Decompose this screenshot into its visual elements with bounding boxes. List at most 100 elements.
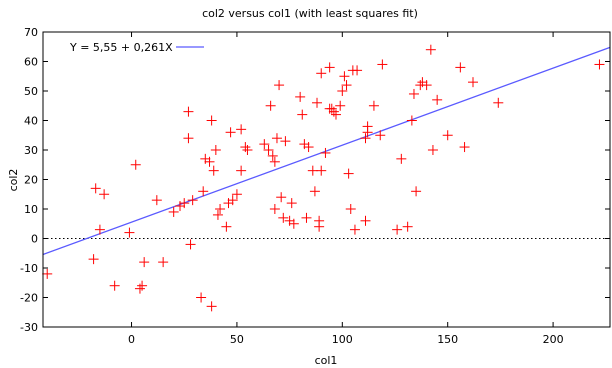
data-point <box>223 198 234 209</box>
data-point <box>349 224 360 235</box>
data-point <box>392 224 403 235</box>
data-point <box>151 195 162 206</box>
y-tick-label: -30 <box>20 321 38 334</box>
data-point <box>493 97 504 108</box>
y-tick-label: 30 <box>24 144 38 157</box>
data-point <box>326 103 337 114</box>
data-point <box>137 280 148 291</box>
data-point <box>240 142 251 153</box>
data-point <box>337 86 348 96</box>
data-point <box>139 257 150 268</box>
data-point <box>316 165 327 176</box>
data-point <box>267 150 278 161</box>
data-point <box>88 254 99 265</box>
data-point <box>303 142 314 153</box>
x-tick-label: 200 <box>543 333 564 346</box>
x-axis-label: col1 <box>315 354 338 367</box>
data-point <box>432 94 443 105</box>
data-point <box>206 115 217 126</box>
data-point <box>225 127 236 138</box>
data-point <box>212 209 223 220</box>
data-point <box>221 221 232 232</box>
data-point <box>130 159 141 170</box>
data-point <box>307 165 318 176</box>
data-point <box>183 133 194 144</box>
data-point <box>288 218 299 229</box>
data-point <box>309 186 320 197</box>
data-point <box>265 100 276 111</box>
x-tick-label: 100 <box>332 333 353 346</box>
data-point <box>276 192 287 203</box>
data-point <box>134 283 145 294</box>
data-point <box>297 109 308 120</box>
data-point <box>269 156 280 167</box>
data-point <box>280 136 291 147</box>
plot-area <box>42 44 611 312</box>
data-point <box>259 139 270 150</box>
data-point <box>594 59 605 70</box>
data-point <box>204 156 215 167</box>
data-point <box>185 239 196 250</box>
data-point <box>124 227 135 238</box>
data-point <box>316 68 327 79</box>
data-point <box>236 124 247 135</box>
data-point <box>411 186 422 197</box>
data-point <box>286 198 297 209</box>
data-point <box>179 198 190 209</box>
data-point <box>360 133 371 144</box>
chart-title: col2 versus col1 (with least squares fit… <box>202 7 418 20</box>
data-point <box>263 145 274 155</box>
data-point <box>335 100 346 111</box>
data-point <box>467 77 478 88</box>
data-point <box>328 106 339 117</box>
data-point <box>417 77 428 88</box>
data-point <box>242 145 253 155</box>
data-point <box>109 280 120 291</box>
data-point <box>368 100 379 111</box>
data-point <box>299 139 310 150</box>
fit-line <box>42 46 611 256</box>
data-point <box>339 71 350 82</box>
data-point <box>360 215 371 226</box>
data-point <box>324 62 335 73</box>
data-point <box>330 109 341 120</box>
data-point <box>421 80 432 91</box>
x-tick-label: 0 <box>128 333 135 346</box>
data-point <box>406 115 417 126</box>
y-tick-label: 0 <box>31 233 38 246</box>
data-point <box>284 215 295 226</box>
data-point <box>459 142 470 153</box>
x-tick-label: 150 <box>437 333 458 346</box>
data-point <box>208 165 219 176</box>
legend-fit-label: Y = 5,55 + 0,261X <box>69 41 173 54</box>
data-point <box>425 44 436 55</box>
data-point <box>271 133 282 144</box>
data-point <box>278 212 289 223</box>
data-point <box>187 195 198 206</box>
plot-frame <box>42 31 611 328</box>
data-point <box>198 186 209 197</box>
data-point <box>402 221 413 232</box>
y-tick-label: 50 <box>24 85 38 98</box>
data-point <box>90 183 101 194</box>
data-point <box>320 147 331 158</box>
data-point <box>455 62 466 73</box>
y-tick-label: 70 <box>24 26 38 39</box>
data-point <box>352 65 363 76</box>
data-point <box>314 221 325 232</box>
y-tick-label: 20 <box>24 174 38 187</box>
data-point <box>236 165 247 176</box>
data-point <box>362 121 373 132</box>
data-point <box>312 97 323 108</box>
data-point <box>274 80 285 91</box>
data-point <box>227 195 238 206</box>
data-point <box>375 130 386 141</box>
data-point <box>158 257 169 268</box>
axis-ticks: -30 -20 -10 0 10 20 30 40 50 60 70 0 50 100 150 200 <box>20 26 610 346</box>
data-point <box>215 204 226 214</box>
y-tick-label: 60 <box>24 56 38 69</box>
y-tick-label: 10 <box>24 203 38 216</box>
y-tick-label: -10 <box>20 262 38 275</box>
data-point <box>99 189 110 200</box>
